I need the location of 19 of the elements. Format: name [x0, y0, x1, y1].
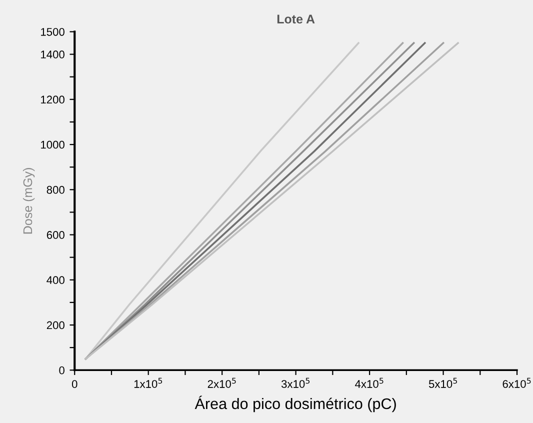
y-tick-label: 1400	[41, 50, 64, 58]
y-tick-label: 400	[46, 276, 64, 284]
y-axis-title: Dose (mGy)	[22, 168, 35, 234]
x-tick-label: 5x10$^{5}$	[428, 378, 457, 388]
y-tick-label: 0	[59, 366, 64, 374]
chart-title: Lote A	[277, 14, 315, 24]
y-tick-label: 1200	[41, 96, 64, 104]
y-tick-label: 1000	[41, 140, 64, 149]
x-tick-label: 3x10$^{5}$	[281, 378, 310, 388]
y-tick-label: 1500	[41, 28, 64, 36]
x-tick-label: 2x10$^{5}$	[208, 378, 236, 388]
x-tick-label: 6x10$^{5}$	[502, 378, 531, 388]
y-tick-label: 600	[46, 231, 64, 239]
y-tick-label: 200	[46, 321, 64, 330]
x-axis-title: Área do pico dosimétrico (pC)	[194, 396, 396, 412]
x-tick-label: 1x10$^{5}$	[134, 378, 162, 388]
x-tick-label: 0	[72, 380, 78, 388]
x-tick-label: 4x10$^{5}$	[355, 378, 384, 388]
y-tick-label: 800	[46, 186, 64, 194]
